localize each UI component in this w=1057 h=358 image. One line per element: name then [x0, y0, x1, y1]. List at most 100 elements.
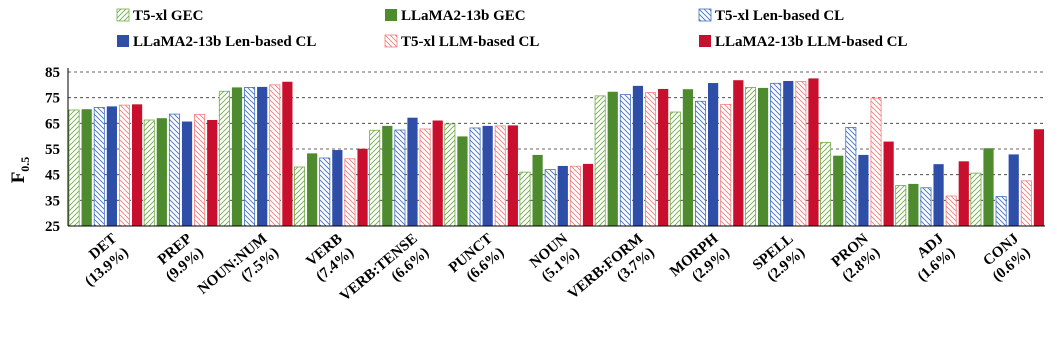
x-tick-label-det: DET(13.9%) [82, 231, 132, 290]
bar-llama2-13b-len-based-cl-verb-form [632, 85, 644, 226]
bar-t5-xl-llm-based-cl-morph [720, 103, 732, 227]
bar-t5-xl-len-based-cl-spell [770, 82, 782, 227]
bar-llama2-13b-gec-conj [983, 148, 994, 226]
bar-t5-xl-llm-based-cl-verb [344, 158, 356, 227]
legend-swatch-t5-xl-llm-based-cl [384, 34, 398, 48]
axes [67, 68, 1045, 227]
bar-t5-xl-len-based-cl-pron [845, 127, 857, 227]
y-tick-label: 85 [45, 65, 60, 81]
bar-llama2-13b-len-based-cl-verb-tense [407, 117, 418, 226]
y-tick-label: 55 [45, 142, 60, 158]
x-tick-label-conj: CONJ(0.6%) [980, 230, 1033, 284]
gridlines [68, 71, 1045, 201]
bar-llama2-13b-gec-prep [156, 118, 167, 226]
legend-label-t5-xl-len-based-cl: T5-xl Len-based CL [715, 8, 844, 24]
bar-llama2-13b-llm-based-cl-verb-form [658, 88, 669, 226]
bar-t5-xl-gec-spell [744, 87, 756, 227]
bar-llama2-13b-gec-pron [833, 155, 844, 226]
y-axis-label: F0.5 [8, 157, 32, 184]
x-tick-label-verb: VERB(7.4%) [303, 231, 357, 285]
bar-t5-xl-len-based-cl-verb-form [619, 94, 631, 227]
bar-t5-xl-len-based-cl-morph [695, 100, 707, 227]
bar-llama2-13b-llm-based-cl-noun [582, 163, 594, 226]
legend-swatch-llama2-13b-llm-based-cl [699, 35, 711, 47]
bar-t5-xl-llm-based-cl-det [118, 104, 130, 227]
bar-llama2-13b-llm-based-cl-verb [357, 148, 368, 226]
bar-t5-xl-gec-noun-num [218, 90, 230, 227]
bar-t5-xl-gec-adj [895, 185, 907, 227]
bar-t5-xl-gec-det [68, 109, 80, 227]
bar-t5-xl-len-based-cl-det [93, 107, 105, 227]
bar-t5-xl-gec-morph [669, 111, 681, 227]
bar-llama2-13b-gec-noun [532, 154, 543, 226]
bar-llama2-13b-len-based-cl-noun-num [257, 86, 268, 226]
bar-llama2-13b-llm-based-cl-det [131, 104, 143, 226]
bar-t5-xl-len-based-cl-prep [168, 113, 180, 227]
bar-t5-xl-gec-punct [444, 123, 456, 227]
x-tick-label-pron: PRON(2.8%) [829, 231, 883, 285]
x-tick-label-verb-tense: VERB:TENSE(6.6%) [337, 231, 432, 305]
x-tick-label-adj: ADJ(1.6%) [914, 230, 958, 284]
bar-llama2-13b-len-based-cl-prep [181, 121, 193, 226]
bar-llama2-13b-llm-based-cl-verb-tense [432, 120, 443, 226]
bar-llama2-13b-len-based-cl-det [106, 106, 117, 226]
bar-t5-xl-gec-conj [970, 172, 982, 227]
x-tick-label-noun: NOUN(5.1%) [527, 231, 583, 285]
bar-t5-xl-llm-based-cl-pron [870, 97, 882, 227]
bar-llama2-13b-llm-based-cl-spell [808, 78, 819, 226]
y-tick-label: 75 [45, 91, 60, 107]
bar-llama2-13b-len-based-cl-punct [482, 125, 493, 226]
bar-t5-xl-gec-pron [820, 141, 832, 227]
bar-t5-xl-gec-verb-tense [369, 129, 381, 227]
bar-t5-xl-gec-verb-form [594, 95, 606, 227]
bar-llama2-13b-llm-based-cl-punct [507, 125, 518, 226]
bar-llama2-13b-len-based-cl-verb [332, 150, 343, 226]
legend: T5-xl GEC LLaMA2-13b GEC T5-xl Len-based C… [116, 8, 908, 50]
bar-t5-xl-gec-noun [519, 171, 531, 227]
legend-swatch-llama2-13b-len-based-cl [117, 35, 129, 47]
bar-llama2-13b-llm-based-cl-morph [733, 80, 744, 227]
bar-t5-xl-llm-based-cl-verb-form [645, 92, 657, 227]
bar-llama2-13b-gec-adj [908, 183, 919, 226]
bar-llama2-13b-gec-verb-form [607, 91, 618, 226]
bar-t5-xl-len-based-cl-punct [469, 127, 481, 227]
legend-label-llama2-13b-len-based-cl: LLaMA2-13b Len-based CL [133, 34, 316, 50]
bar-llama2-13b-llm-based-cl-pron [883, 141, 894, 226]
bars [68, 78, 1045, 227]
x-tick-label-noun-num: NOUN:NUM(7.5%) [195, 231, 282, 298]
bar-llama2-13b-len-based-cl-pron [858, 154, 869, 226]
bar-t5-xl-llm-based-cl-noun [569, 165, 581, 227]
bar-t5-xl-llm-based-cl-punct [494, 125, 506, 227]
bar-llama2-13b-gec-morph [682, 89, 694, 226]
y-tick-label: 45 [45, 168, 60, 184]
bar-t5-xl-llm-based-cl-prep [194, 113, 206, 227]
bar-t5-xl-len-based-cl-noun-num [244, 87, 256, 227]
bar-llama2-13b-llm-based-cl-prep [207, 120, 218, 226]
bar-t5-xl-len-based-cl-noun [544, 169, 556, 227]
bar-t5-xl-gec-verb [294, 166, 306, 227]
x-tick-label-prep: PREP(9.9%) [155, 231, 207, 285]
bar-llama2-13b-len-based-cl-spell [783, 80, 794, 226]
bar-t5-xl-llm-based-cl-noun-num [269, 84, 281, 227]
x-tick-label-morph: MORPH(2.9%) [667, 231, 733, 285]
bar-llama2-13b-len-based-cl-morph [708, 83, 719, 226]
legend-swatch-t5-xl-len-based-cl [698, 8, 712, 22]
bar-t5-xl-len-based-cl-verb [319, 157, 331, 227]
legend-swatch-llama2-13b-gec [385, 9, 397, 21]
legend-swatch-t5-xl-gec [116, 8, 130, 22]
bar-t5-xl-llm-based-cl-verb-tense [419, 128, 431, 227]
bar-t5-xl-len-based-cl-verb-tense [394, 129, 406, 227]
legend-label-llama2-13b-gec: LLaMA2-13b GEC [401, 8, 526, 24]
bar-llama2-13b-gec-noun-num [231, 87, 243, 227]
bar-llama2-13b-gec-det [81, 109, 92, 226]
bar-t5-xl-len-based-cl-conj [995, 196, 1007, 227]
legend-label-t5-xl-llm-based-cl: T5-xl LLM-based CL [401, 34, 539, 50]
bar-llama2-13b-gec-spell [757, 87, 769, 226]
bar-t5-xl-llm-based-cl-adj [945, 195, 957, 227]
y-tick-label: 65 [45, 116, 60, 132]
legend-label-llama2-13b-llm-based-cl: LLaMA2-13b LLM-based CL [715, 34, 908, 50]
bar-t5-xl-llm-based-cl-conj [1020, 180, 1032, 227]
x-tick-label-punct: PUNCT(6.6%) [446, 231, 507, 285]
bar-llama2-13b-len-based-cl-adj [933, 164, 944, 226]
